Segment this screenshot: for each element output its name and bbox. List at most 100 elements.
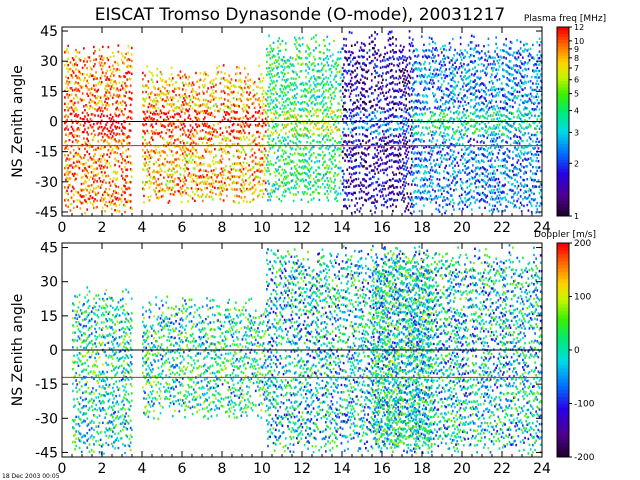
data-cell bbox=[402, 138, 404, 142]
data-cell bbox=[350, 173, 353, 176]
data-cell bbox=[317, 114, 320, 118]
data-cell bbox=[346, 207, 349, 210]
data-cell bbox=[116, 61, 119, 65]
data-cell bbox=[443, 48, 445, 51]
data-cell bbox=[321, 105, 324, 109]
data-cell bbox=[312, 190, 315, 194]
data-cell bbox=[282, 171, 285, 175]
data-cell bbox=[245, 166, 247, 169]
data-cell bbox=[123, 94, 125, 97]
data-cell bbox=[108, 187, 111, 191]
data-cell bbox=[196, 151, 198, 154]
data-cell bbox=[254, 98, 257, 101]
data-cell bbox=[442, 96, 444, 99]
data-cell bbox=[189, 130, 192, 133]
data-cell bbox=[464, 164, 466, 168]
data-cell bbox=[74, 114, 76, 117]
data-cell bbox=[227, 99, 229, 102]
data-cell bbox=[298, 185, 301, 188]
data-cell bbox=[242, 103, 245, 106]
data-cell bbox=[325, 76, 327, 79]
data-cell bbox=[266, 170, 268, 173]
data-cell bbox=[90, 126, 93, 129]
data-cell bbox=[166, 128, 169, 131]
data-cell bbox=[202, 163, 205, 166]
data-cell bbox=[122, 170, 124, 174]
data-cell bbox=[355, 152, 357, 155]
data-cell bbox=[116, 151, 119, 155]
data-cell bbox=[71, 76, 74, 79]
data-cell bbox=[392, 42, 394, 45]
data-cell bbox=[99, 122, 102, 125]
data-cell bbox=[209, 139, 212, 142]
data-cell bbox=[198, 124, 201, 128]
data-cell bbox=[196, 93, 198, 96]
data-cell bbox=[342, 118, 344, 121]
data-cell bbox=[113, 80, 115, 84]
data-cell bbox=[127, 51, 130, 54]
data-cell bbox=[327, 167, 330, 170]
data-cell bbox=[312, 113, 315, 116]
data-cell bbox=[347, 198, 350, 201]
data-cell bbox=[117, 44, 120, 47]
data-cell bbox=[212, 104, 215, 108]
data-cell bbox=[295, 58, 297, 61]
data-cell bbox=[452, 57, 454, 60]
data-cell bbox=[148, 199, 151, 202]
data-cell bbox=[274, 142, 277, 145]
data-cell bbox=[295, 186, 297, 190]
data-cell bbox=[91, 145, 94, 148]
data-cell bbox=[146, 155, 149, 158]
data-cell bbox=[150, 91, 153, 94]
data-cell bbox=[382, 110, 384, 114]
data-cell bbox=[117, 95, 120, 99]
data-cell bbox=[397, 161, 400, 164]
data-cell bbox=[360, 196, 363, 199]
data-cell bbox=[315, 85, 317, 88]
data-cell bbox=[209, 100, 212, 104]
data-cell bbox=[282, 152, 285, 155]
data-cell bbox=[181, 101, 184, 104]
data-cell bbox=[409, 57, 412, 60]
data-cell bbox=[340, 99, 343, 102]
data-cell bbox=[254, 156, 257, 159]
data-cell bbox=[86, 131, 88, 134]
data-cell bbox=[423, 101, 425, 104]
data-cell bbox=[190, 187, 193, 190]
data-cell bbox=[161, 188, 164, 191]
data-cell bbox=[229, 139, 232, 142]
data-cell bbox=[252, 114, 255, 117]
data-cell bbox=[76, 96, 78, 99]
data-cell bbox=[232, 129, 235, 132]
data-cell bbox=[84, 173, 86, 176]
data-cell bbox=[96, 199, 98, 202]
data-cell bbox=[362, 75, 364, 78]
data-cell bbox=[152, 106, 154, 109]
data-cell bbox=[342, 131, 344, 134]
data-cell bbox=[143, 168, 145, 172]
data-cell bbox=[200, 163, 203, 166]
data-cell bbox=[198, 111, 201, 115]
data-cell bbox=[438, 114, 441, 117]
data-cell bbox=[405, 91, 407, 94]
data-cell bbox=[111, 135, 114, 138]
data-cell bbox=[124, 133, 126, 136]
data-cell bbox=[258, 135, 260, 138]
data-cell bbox=[119, 75, 122, 79]
data-cell bbox=[237, 130, 239, 133]
data-cell bbox=[187, 84, 190, 87]
data-cell bbox=[152, 177, 154, 180]
data-cell bbox=[217, 180, 219, 183]
data-cell bbox=[215, 193, 217, 196]
data-cell bbox=[363, 113, 365, 116]
data-cell bbox=[107, 193, 110, 197]
data-cell bbox=[202, 98, 205, 102]
data-cell bbox=[117, 160, 120, 163]
data-cell bbox=[277, 149, 279, 152]
data-cell bbox=[452, 205, 454, 208]
data-cell bbox=[306, 83, 308, 86]
data-cell bbox=[80, 195, 83, 199]
data-cell bbox=[80, 157, 83, 160]
data-cell bbox=[404, 178, 406, 181]
data-cell bbox=[442, 58, 444, 61]
